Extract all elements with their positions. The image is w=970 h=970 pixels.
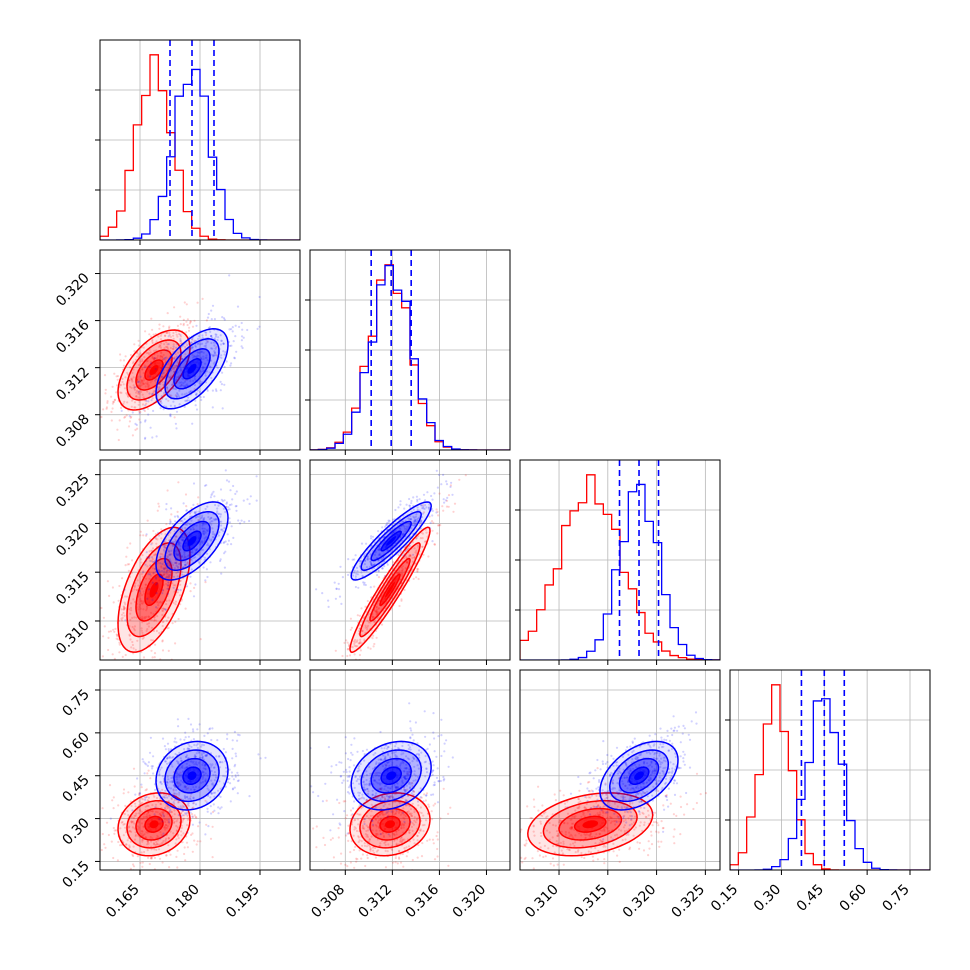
- x-tick-label: 0.310: [522, 882, 562, 922]
- x-tick-label: 0.60: [837, 882, 870, 915]
- x-tick-label: 0.180: [163, 882, 203, 922]
- x-tick-label: 0.195: [223, 882, 263, 922]
- y-tick-label: 0.15: [59, 858, 92, 891]
- y-tick-label: 0.45: [59, 772, 92, 805]
- x-tick-label: 0.316: [403, 881, 443, 921]
- hist-panel-1: [305, 249, 511, 451]
- gridlines: [310, 460, 510, 660]
- y-tick-label: 0.308: [53, 411, 93, 451]
- joint-panel-1-0: [99, 249, 301, 451]
- panel-frame: [309, 669, 511, 871]
- x-axis-0: [139, 240, 261, 245]
- contour-core-0: [149, 820, 159, 829]
- x-axis-1: [344, 450, 487, 455]
- contour-core-1: [187, 363, 197, 374]
- x-tick-label: 0.30: [751, 882, 784, 915]
- x-tick-label: 0.325: [669, 882, 709, 922]
- x-tick-label: 0.320: [620, 882, 660, 922]
- y-tick-label: 0.320: [53, 520, 93, 560]
- joint-panel-2-0: [99, 459, 301, 661]
- x-axis-0: [139, 660, 261, 665]
- contour-core-0: [385, 820, 395, 829]
- joint-panel-3-1: [309, 669, 511, 871]
- hist-series-1: [310, 264, 510, 450]
- y-axis-2: 0.310 0.315 0.320 0.325: [53, 471, 100, 657]
- panel-frame: [729, 669, 931, 871]
- x-axis-2: [558, 660, 706, 665]
- panel-frame: [309, 459, 511, 661]
- x-axis-0: 0.165 0.180 0.195: [103, 870, 263, 921]
- gridlines: [520, 670, 720, 870]
- joint-panel-2-1: [309, 459, 511, 661]
- y-tick-label: 0.312: [53, 364, 93, 404]
- contour-core-0: [582, 820, 598, 829]
- x-tick-label: 0.15: [708, 882, 741, 915]
- panel-frame: [309, 249, 511, 451]
- contour-core-1: [187, 536, 197, 546]
- gridlines: [100, 460, 300, 660]
- y-tick-label: 0.75: [59, 687, 92, 720]
- x-axis-0: [139, 450, 261, 455]
- hist-panel-3: [725, 669, 931, 871]
- x-tick-label: 0.165: [103, 882, 143, 922]
- y-tick-label: 0.310: [53, 617, 93, 657]
- panel-frame: [519, 459, 721, 661]
- x-tick-label: 0.45: [794, 882, 827, 915]
- hist-series-1: [730, 698, 930, 870]
- gridlines: [730, 670, 930, 870]
- x-tick-label: 0.312: [356, 882, 396, 922]
- y-axis-3: 0.15 0.30 0.45 0.60 0.75: [59, 687, 100, 891]
- hist-panel-0: [95, 39, 301, 241]
- x-axis-1: [344, 660, 487, 665]
- y-axis-1: 0.308 0.312 0.316 0.320: [53, 270, 100, 451]
- panel-frame: [519, 669, 721, 871]
- y-tick-label: 0.60: [59, 729, 92, 762]
- x-tick-label: 0.315: [571, 882, 611, 922]
- contour-core-1: [634, 771, 644, 780]
- y-tick-label: 0.320: [53, 270, 93, 310]
- x-tick-label: 0.320: [450, 882, 490, 922]
- x-tick-label: 0.75: [879, 882, 912, 915]
- x-tick-label: 0.308: [308, 882, 348, 922]
- x-axis-2: 0.310 0.315 0.320 0.325: [522, 870, 708, 921]
- y-tick-label: 0.325: [53, 471, 93, 511]
- contour-core-1: [386, 536, 397, 546]
- contour-core-1: [386, 771, 397, 780]
- contour-core-0: [149, 582, 159, 598]
- contour-core-0: [385, 582, 395, 598]
- gridlines: [310, 250, 510, 450]
- contour-core-0: [149, 365, 159, 375]
- y-tick-label: 0.30: [59, 815, 92, 848]
- y-tick-label: 0.316: [53, 317, 93, 357]
- contour-core-1: [187, 771, 197, 780]
- y-tick-label: 0.315: [53, 569, 93, 609]
- joint-panel-3-0: [99, 669, 301, 871]
- x-axis-1: 0.308 0.312 0.316 0.320: [308, 870, 489, 921]
- x-axis-3: 0.15 0.30 0.45 0.60 0.75: [708, 870, 913, 915]
- hist-panel-2: [515, 459, 721, 661]
- joint-panel-3-2: [519, 669, 721, 871]
- hist-series-0: [730, 684, 930, 870]
- scatter-series-1: [310, 702, 454, 836]
- hist-series-0: [100, 54, 300, 240]
